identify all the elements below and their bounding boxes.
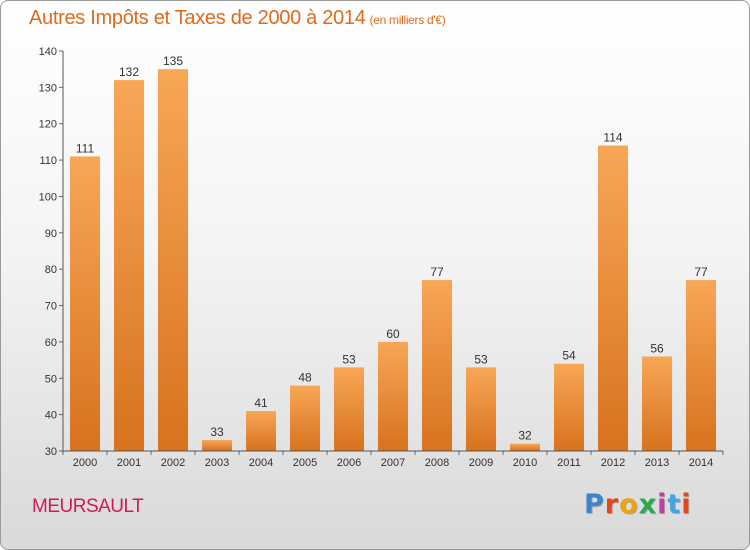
- bar-2012: [598, 145, 628, 451]
- bar-2004: [246, 411, 276, 451]
- logo-letter: P: [584, 489, 605, 520]
- y-tick-label-60: 60: [45, 337, 57, 349]
- logo-letter: x: [638, 489, 658, 520]
- bar-2010: [510, 443, 540, 451]
- bar-2006: [334, 367, 364, 451]
- x-tick-label-2010: 2010: [513, 457, 537, 469]
- x-tick-label-2011: 2011: [557, 457, 581, 469]
- data-label-2003: 33: [210, 425, 224, 439]
- data-label-2013: 56: [650, 341, 664, 355]
- logo-letter: r: [604, 489, 620, 520]
- bar-2003: [202, 440, 232, 451]
- bar-2007: [378, 341, 408, 451]
- data-label-2000: 111: [76, 141, 95, 155]
- y-tick-label-140: 140: [39, 46, 57, 58]
- y-tick-label-110: 110: [39, 155, 57, 167]
- y-tick-label-30: 30: [45, 446, 57, 458]
- data-label-2014: 77: [694, 265, 708, 279]
- x-tick-label-2002: 2002: [161, 457, 185, 469]
- bar-2001: [114, 80, 144, 451]
- bar-2000: [70, 156, 100, 452]
- logo-letter: t: [667, 489, 682, 520]
- x-tick-label-2000: 2000: [73, 457, 97, 469]
- place-name: MEURSAULT: [32, 496, 144, 517]
- x-axis: 2000 2001 2002 2003 2004 2005 2006 2007 2008 2009…: [62, 450, 724, 469]
- x-tick-label-2001: 2001: [117, 457, 141, 469]
- data-label-2008: 77: [430, 265, 444, 279]
- y-tick-label-90: 90: [45, 228, 57, 240]
- proxiti-logo[interactable]: Proxiti: [584, 489, 692, 520]
- bar-2008: [422, 280, 452, 451]
- data-label-2001: 132: [119, 65, 139, 79]
- x-tick-label-2014: 2014: [689, 457, 713, 469]
- y-axis: 30 40 50 60 70 80 90 100 110 120 130 140: [39, 46, 64, 458]
- chart-title-text: Autres Impôts et Taxes de 2000 à 2014: [29, 7, 366, 29]
- x-tick-label-2007: 2007: [381, 457, 405, 469]
- data-label-2012: 114: [603, 131, 622, 145]
- logo-letter: o: [619, 489, 639, 520]
- x-tick-label-2012: 2012: [601, 457, 625, 469]
- x-tick-label-2008: 2008: [425, 457, 449, 469]
- y-tick-label-40: 40: [45, 410, 57, 422]
- x-tick-label-2004: 2004: [249, 457, 273, 469]
- bar-2011: [554, 363, 584, 451]
- y-tick-label-50: 50: [45, 373, 57, 385]
- x-tick-label-2013: 2013: [645, 457, 669, 469]
- bar-2013: [642, 356, 672, 451]
- y-tick-label-100: 100: [39, 191, 57, 203]
- bar-2014: [686, 280, 716, 451]
- bar-2002: [158, 69, 188, 451]
- y-tick-label-80: 80: [45, 264, 57, 276]
- y-tick-label-70: 70: [45, 301, 57, 313]
- x-tick-label-2009: 2009: [469, 457, 493, 469]
- bar-2005: [290, 385, 320, 451]
- chart-subtitle: (en milliers d'€): [369, 13, 446, 27]
- x-tick-label-2003: 2003: [205, 457, 229, 469]
- data-label-2004: 41: [254, 396, 268, 410]
- data-label-2007: 60: [386, 327, 400, 341]
- data-label-2010: 32: [518, 429, 532, 443]
- data-label-2009: 53: [474, 352, 488, 366]
- data-label-2005: 48: [298, 371, 312, 385]
- data-label-2011: 54: [562, 349, 576, 363]
- y-tick-label-130: 130: [39, 82, 57, 94]
- data-label-2006: 53: [342, 352, 356, 366]
- x-tick-label-2005: 2005: [293, 457, 317, 469]
- data-label-2002: 135: [163, 54, 183, 68]
- logo-letter: i: [657, 489, 668, 520]
- bars-group: 111 132 135 33 41 48 53 60 77 53 32 54 114 56 77: [70, 54, 716, 452]
- chart-title: Autres Impôts et Taxes de 2000 à 2014 (en…: [29, 7, 446, 30]
- y-tick-label-120: 120: [39, 119, 57, 131]
- logo-letter: i: [681, 489, 692, 520]
- x-tick-label-2006: 2006: [337, 457, 361, 469]
- bar-2009: [466, 367, 496, 451]
